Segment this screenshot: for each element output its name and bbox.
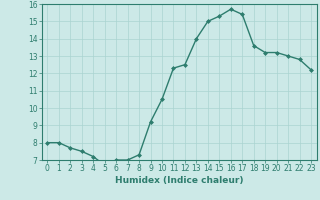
X-axis label: Humidex (Indice chaleur): Humidex (Indice chaleur) — [115, 176, 244, 185]
